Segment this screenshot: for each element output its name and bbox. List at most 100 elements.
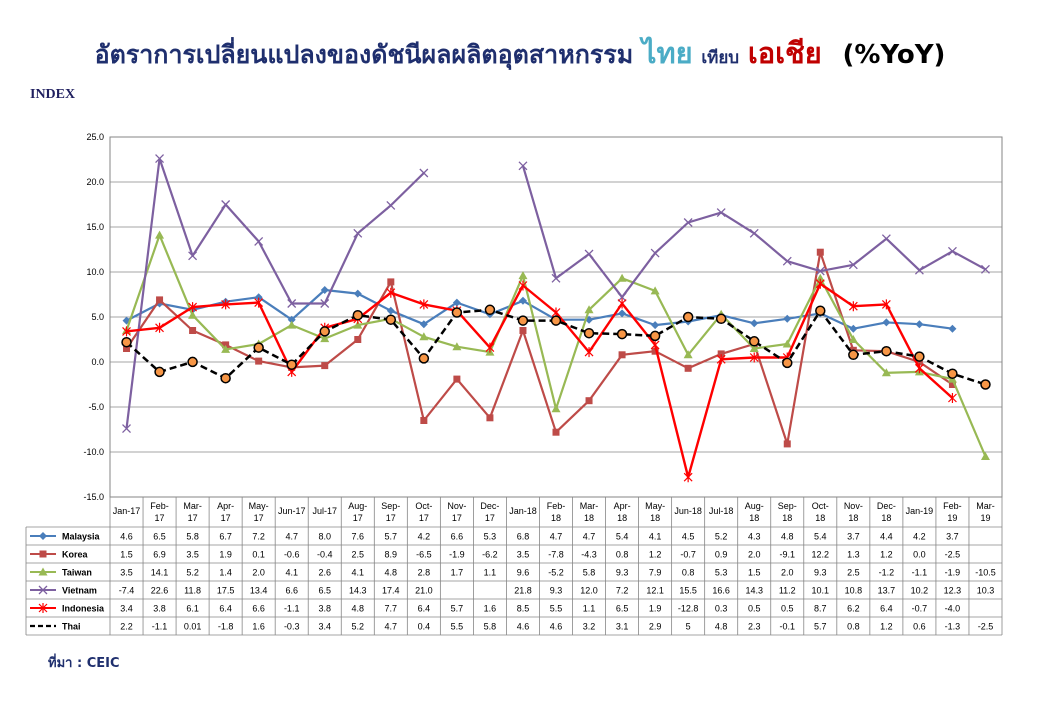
data-point-thai bbox=[649, 330, 661, 342]
x-tick-label: Apr- bbox=[217, 501, 234, 511]
table-cell: 6.4 bbox=[880, 604, 893, 614]
table-cell: -7.4 bbox=[119, 586, 135, 596]
data-point-indonesia bbox=[948, 393, 957, 403]
x-tick-label: Dec- bbox=[877, 501, 896, 511]
table-cell: 5.2 bbox=[186, 568, 199, 578]
table-cell: -1.3 bbox=[945, 622, 961, 632]
table-cell: -9.1 bbox=[780, 550, 796, 560]
y-tick-labels: 25.0 20.0 15.0 10.0 5.0 0.0 -5.0 -10.0 -15.0 bbox=[83, 132, 104, 502]
data-point-indonesia bbox=[584, 347, 594, 358]
data-point-taiwan bbox=[155, 230, 165, 239]
table-cell: 6.5 bbox=[318, 586, 331, 596]
x-tick-label-year: 17 bbox=[452, 513, 462, 523]
table-cell: 1.9 bbox=[219, 550, 232, 560]
table-cell: 12.1 bbox=[646, 586, 664, 596]
table-cell: 0.01 bbox=[184, 622, 202, 632]
data-point-vietnam bbox=[815, 266, 825, 276]
table-cell: -6.2 bbox=[482, 550, 498, 560]
data-point-taiwan bbox=[287, 320, 297, 329]
table-cell: -1.8 bbox=[218, 622, 234, 632]
data-point-indonesia bbox=[254, 297, 264, 308]
data-point-malaysia bbox=[783, 314, 792, 323]
chart-title: อัตราการเปลี่ยนแปลงของดัชนีผลผลิตอุตสาหก… bbox=[0, 30, 1040, 76]
data-point-thai bbox=[418, 353, 430, 364]
data-point-korea bbox=[453, 375, 461, 383]
x-tick-label-year: 19 bbox=[980, 513, 990, 523]
data-point-vietnam bbox=[122, 424, 131, 434]
data-point-indonesia bbox=[617, 298, 627, 309]
data-point-vietnam bbox=[419, 168, 429, 178]
table-cell: 9.3 bbox=[814, 568, 827, 578]
data-point-thai bbox=[352, 309, 364, 321]
title-vs: เทียบ bbox=[701, 48, 740, 68]
x-tick-label-year: 18 bbox=[617, 513, 627, 523]
table-cell: 14.1 bbox=[151, 568, 169, 578]
table-cell: 1.2 bbox=[649, 550, 662, 560]
data-point-malaysia bbox=[651, 321, 660, 330]
data-point-korea bbox=[585, 397, 593, 405]
data-point-indonesia bbox=[683, 472, 693, 483]
table-cell: 13.7 bbox=[878, 586, 896, 596]
data-point-korea bbox=[519, 327, 527, 334]
x-tick-label-year: 18 bbox=[881, 513, 891, 523]
data-point-vietnam bbox=[353, 228, 363, 238]
x-tick-label-year: 18 bbox=[584, 513, 594, 523]
data-point-indonesia bbox=[914, 363, 924, 374]
table-cell: 6.5 bbox=[616, 604, 629, 614]
table-cell: -1.2 bbox=[879, 568, 895, 578]
data-point-thai bbox=[451, 307, 463, 318]
data-point-thai bbox=[848, 349, 859, 361]
x-tick-label: Nov- bbox=[844, 501, 863, 511]
table-cell: 1.3 bbox=[847, 550, 860, 560]
y-axis-unit-label: INDEX bbox=[30, 87, 76, 102]
table-row-korea: Korea 1.5 6.9 3.5 1.9 0.1 -0.6 -0.4 2.5 8.9 -6.5 -1… bbox=[30, 550, 960, 560]
table-cell: 6.7 bbox=[219, 532, 232, 542]
table-cell: 7.2 bbox=[616, 586, 629, 596]
table-cell: 3.4 bbox=[120, 604, 133, 614]
x-tick-label-year: 17 bbox=[221, 513, 231, 523]
table-cell: 4.1 bbox=[352, 568, 365, 578]
table-cell: 15.5 bbox=[679, 586, 697, 596]
table-cell: 4.8 bbox=[385, 568, 398, 578]
table-cell: 6.6 bbox=[252, 604, 265, 614]
data-point-vietnam bbox=[716, 208, 726, 218]
data-point-thai bbox=[815, 305, 826, 316]
table-cell: 13.4 bbox=[250, 586, 268, 596]
table-cell: 4.8 bbox=[715, 622, 728, 632]
table-cell: -4.3 bbox=[581, 550, 597, 560]
data-point-thai bbox=[881, 345, 892, 357]
data-point-vietnam bbox=[782, 256, 792, 266]
series-line-vietnam bbox=[125, 157, 425, 429]
table-cell: 0.3 bbox=[715, 604, 728, 614]
data-point-thai bbox=[484, 304, 496, 316]
series-line-malaysia bbox=[126, 288, 953, 330]
table-cell: 4.6 bbox=[120, 532, 133, 542]
x-tick-label-year: 18 bbox=[650, 513, 660, 523]
table-cell: 4.8 bbox=[352, 604, 365, 614]
table-cell: 1.9 bbox=[649, 604, 662, 614]
data-point-thai bbox=[782, 357, 793, 369]
table-cell: 0.8 bbox=[616, 550, 629, 560]
table-cell: -2.5 bbox=[945, 550, 961, 560]
data-point-korea bbox=[816, 248, 824, 256]
data-point-vietnam bbox=[155, 154, 165, 164]
table-cell: 22.6 bbox=[151, 586, 169, 596]
table-cell: 2.3 bbox=[748, 622, 761, 632]
table-cell: -1.1 bbox=[284, 604, 300, 614]
x-tick-label: Aug- bbox=[348, 501, 367, 511]
data-point-malaysia bbox=[287, 315, 296, 324]
data-point-korea bbox=[915, 358, 923, 366]
data-point-taiwan bbox=[419, 332, 429, 341]
table-cell: 6.6 bbox=[451, 532, 464, 542]
x-tick-label-year: 18 bbox=[815, 513, 825, 523]
table-cell: 7.2 bbox=[252, 532, 265, 542]
table-cell: -0.6 bbox=[284, 550, 300, 560]
table-cell: 16.6 bbox=[712, 586, 730, 596]
y-tick-label: 20.0 bbox=[86, 177, 104, 187]
table-cell: -1.1 bbox=[152, 622, 168, 632]
table-cell: 14.3 bbox=[745, 586, 763, 596]
data-point-korea bbox=[948, 381, 956, 388]
x-tick-label: Mar- bbox=[580, 501, 599, 511]
table-cell: 21.0 bbox=[415, 586, 433, 596]
